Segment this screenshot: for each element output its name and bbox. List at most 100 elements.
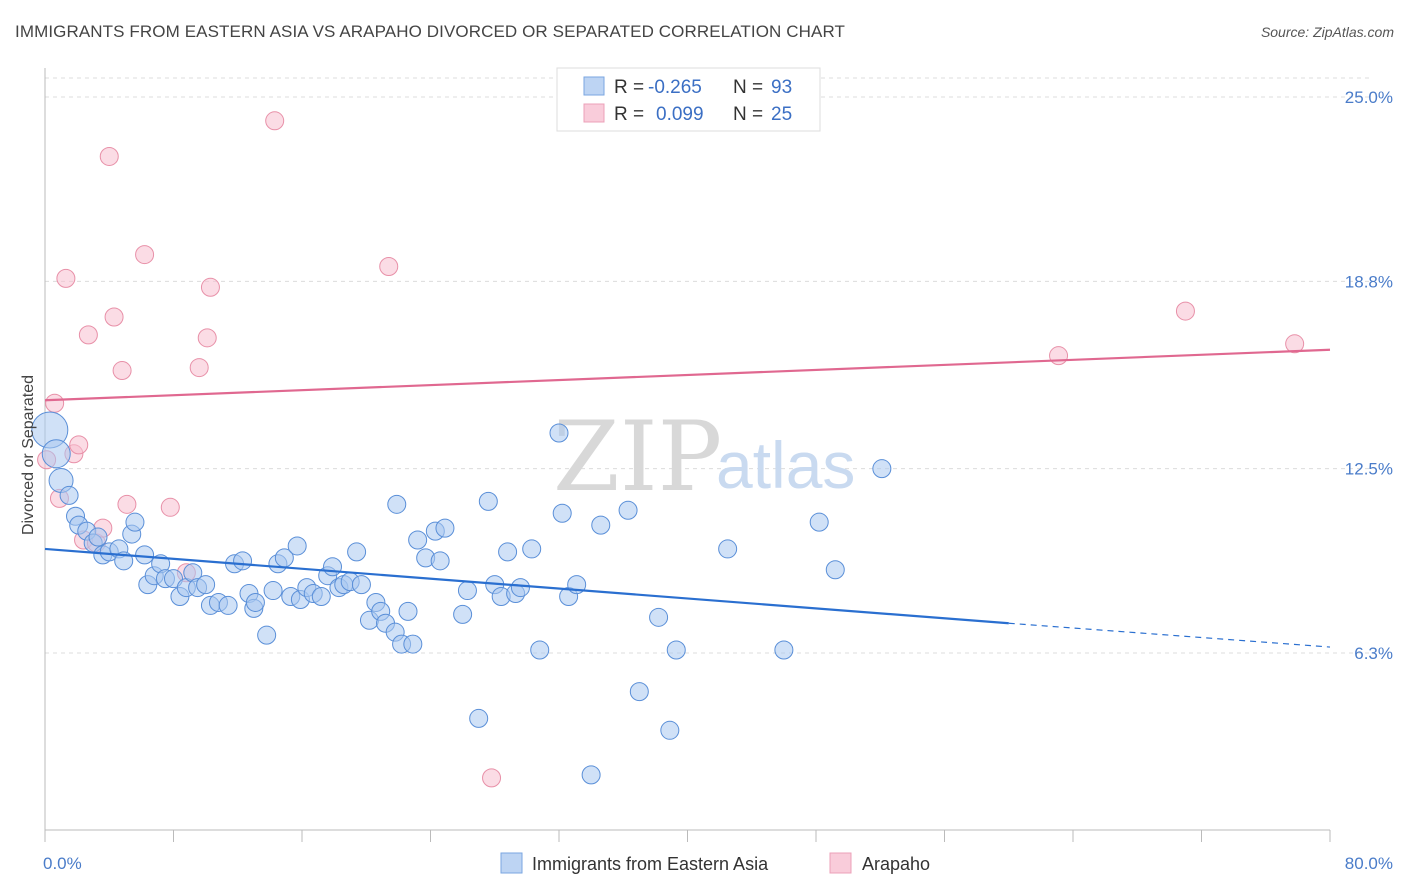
eastern-asia-point <box>498 542 518 562</box>
x-tick-label-1: 80.0% <box>1345 854 1393 873</box>
arapaho-point <box>69 435 89 455</box>
eastern-asia-point <box>403 634 423 654</box>
y-tick-label-1: 12.5% <box>1345 460 1393 479</box>
eastern-asia-point <box>323 557 343 577</box>
arapaho-point <box>1049 346 1069 366</box>
y-tick-label-3: 25.0% <box>1345 88 1393 107</box>
eastern-asia-point <box>522 539 542 559</box>
eastern-asia-point <box>351 575 371 595</box>
x-tick-label-0: 0.0% <box>43 854 82 873</box>
eastern-asia-point <box>552 503 572 523</box>
eastern-asia-point <box>218 595 238 615</box>
eastern-asia-point <box>510 578 530 598</box>
legend-box: R = -0.265 N = 93 R = 0.099 N = 25 <box>556 67 821 132</box>
watermark-zip: ZIP <box>553 401 722 513</box>
eastern-asia-point <box>825 560 845 580</box>
eastern-asia-point <box>629 682 649 702</box>
bottom-legend-label-blue: Immigrants from Eastern Asia <box>532 854 769 874</box>
legend-r-label-1: R = <box>614 77 644 98</box>
arapaho-point <box>189 358 209 378</box>
eastern-asia-points <box>31 411 892 785</box>
eastern-asia-point <box>666 640 686 660</box>
arapaho-point <box>200 277 220 297</box>
eastern-asia-point <box>196 575 216 595</box>
eastern-asia-point <box>809 512 829 532</box>
arapaho-point <box>197 328 217 348</box>
chart-title: IMMIGRANTS FROM EASTERN ASIA VS ARAPAHO … <box>15 22 846 41</box>
arapaho-point <box>112 361 132 381</box>
arapaho-point <box>1175 301 1195 321</box>
arapaho-point <box>379 256 399 276</box>
eastern-asia-trend-extension <box>1008 622 1331 648</box>
trend-lines <box>44 348 1331 648</box>
legend-n-label-2: N = <box>733 104 763 125</box>
legend-n-value-2: 25 <box>771 104 792 125</box>
eastern-asia-point <box>233 551 253 571</box>
legend-r-value-1: -0.265 <box>648 77 702 98</box>
x-tick-labels: 0.0% 80.0% <box>43 854 1393 873</box>
eastern-asia-point <box>387 494 407 514</box>
arapaho-point <box>117 494 137 514</box>
bottom-legend-label-pink: Arapaho <box>862 854 930 874</box>
arapaho-point <box>99 146 119 166</box>
legend-swatch-pink <box>583 103 605 123</box>
legend-r-label-2: R = <box>614 104 644 125</box>
arapaho-point <box>265 111 285 131</box>
watermark: ZIP atlas <box>553 401 855 513</box>
eastern-asia-point <box>618 500 638 520</box>
eastern-asia-point <box>125 512 145 532</box>
eastern-asia-point <box>257 625 277 645</box>
arapaho-point <box>104 307 124 327</box>
watermark-atlas: atlas <box>716 428 855 502</box>
eastern-asia-point <box>430 551 450 571</box>
source-label: Source: ZipAtlas.com <box>1260 24 1394 40</box>
y-tick-labels: 6.3% 12.5% 18.8% 25.0% <box>1345 88 1393 663</box>
eastern-asia-point <box>245 592 265 612</box>
arapaho-point <box>56 268 76 288</box>
eastern-asia-point <box>88 527 108 547</box>
eastern-asia-point <box>469 708 489 728</box>
legend-n-label-1: N = <box>733 77 763 98</box>
legend-r-value-2: 0.099 <box>656 104 704 125</box>
eastern-asia-trend-line <box>44 547 1009 625</box>
bottom-legend-swatch-blue <box>500 852 523 874</box>
bottom-legend-swatch-pink <box>829 852 852 874</box>
arapaho-trend-line <box>44 348 1331 402</box>
eastern-asia-point <box>774 640 794 660</box>
eastern-asia-point <box>718 539 738 559</box>
eastern-asia-point <box>478 491 498 511</box>
y-axis-title: Divorced or Separated <box>20 375 37 535</box>
eastern-asia-point <box>59 485 79 505</box>
eastern-asia-point <box>135 545 155 565</box>
eastern-asia-point <box>408 530 428 550</box>
y-tick-label-2: 18.8% <box>1345 272 1393 291</box>
eastern-asia-point <box>660 720 680 740</box>
eastern-asia-point <box>263 581 283 601</box>
eastern-asia-point <box>41 439 71 469</box>
arapaho-point <box>482 768 502 788</box>
eastern-asia-point <box>347 542 367 562</box>
arapaho-point <box>135 245 155 265</box>
legend-n-value-1: 93 <box>771 77 792 98</box>
bottom-legend: Immigrants from Eastern Asia Arapaho <box>500 852 930 874</box>
arapaho-point <box>160 497 180 517</box>
arapaho-point <box>45 393 65 413</box>
y-tick-label-0: 6.3% <box>1354 644 1393 663</box>
eastern-asia-point <box>549 423 569 443</box>
eastern-asia-point <box>398 601 418 621</box>
eastern-asia-point <box>453 604 473 624</box>
eastern-asia-point <box>581 765 601 785</box>
eastern-asia-point <box>649 607 669 627</box>
legend-swatch-blue <box>583 76 605 96</box>
arapaho-point <box>78 325 98 345</box>
eastern-asia-point <box>435 518 455 538</box>
eastern-asia-point <box>287 536 307 556</box>
eastern-asia-point <box>457 581 477 601</box>
eastern-asia-point <box>311 587 331 607</box>
eastern-asia-point <box>591 515 611 535</box>
gridlines <box>45 77 1370 654</box>
arapaho-point <box>1285 334 1305 354</box>
eastern-asia-point <box>872 459 892 479</box>
eastern-asia-point <box>530 640 550 660</box>
